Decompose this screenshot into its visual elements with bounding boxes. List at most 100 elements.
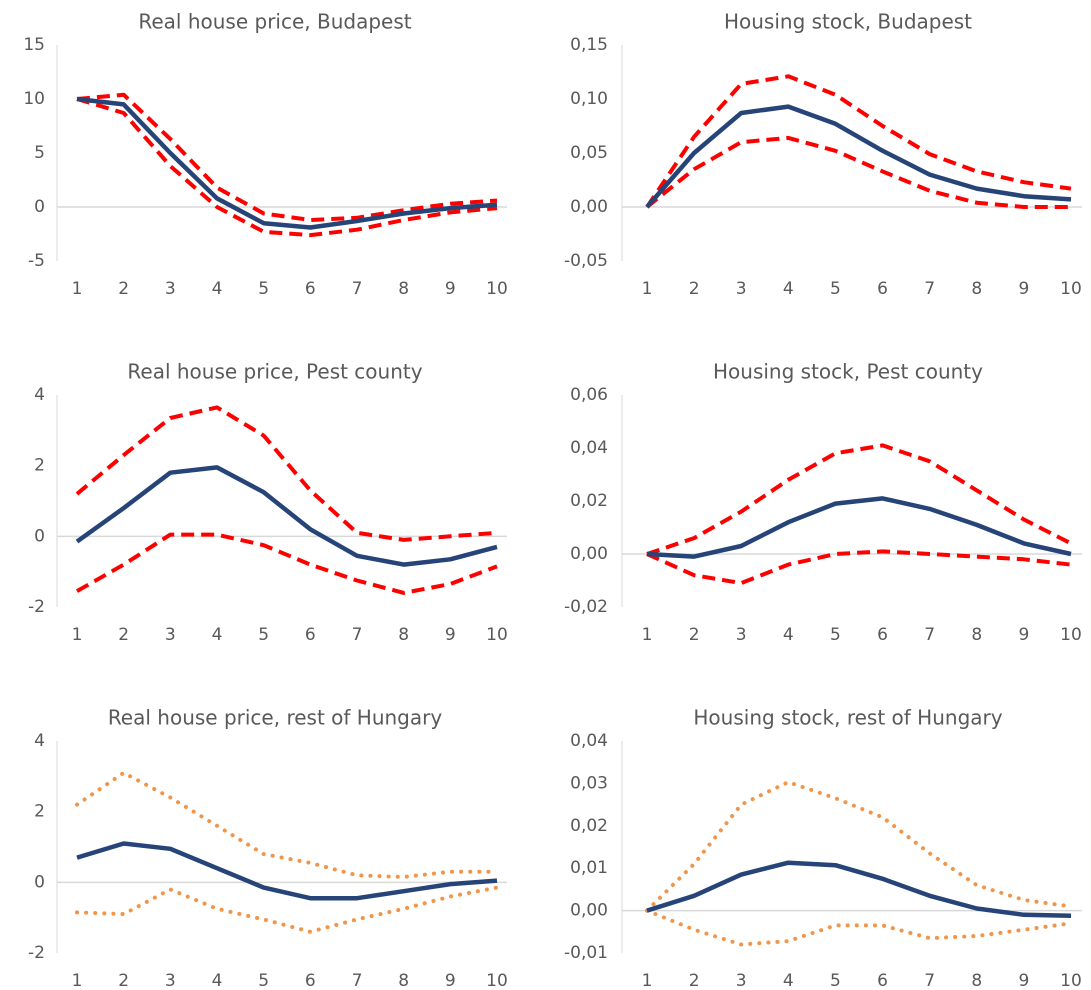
y-tick-label: 0,02 xyxy=(570,816,608,836)
x-tick-label: 2 xyxy=(118,971,129,990)
x-tick-label: 10 xyxy=(486,279,508,299)
x-tick-label: 4 xyxy=(212,279,223,299)
y-tick-label: 10 xyxy=(23,89,45,109)
x-tick-label: 8 xyxy=(398,625,409,645)
y-tick-label: 2 xyxy=(34,802,45,822)
series-line xyxy=(76,92,498,222)
x-tick-label: 5 xyxy=(258,625,269,645)
x-tick-label: 3 xyxy=(736,971,747,990)
x-tick-label: 10 xyxy=(1060,279,1082,299)
y-tick-label: 0 xyxy=(34,872,45,892)
x-tick-label: 3 xyxy=(736,279,747,299)
x-tick-label: 8 xyxy=(971,971,982,990)
series-line xyxy=(76,97,498,238)
series-line xyxy=(645,908,1073,947)
x-tick-label: 7 xyxy=(352,625,363,645)
x-tick-label: 7 xyxy=(924,279,935,299)
x-tick-label: 1 xyxy=(72,279,83,299)
series-line xyxy=(646,549,1072,586)
x-tick-label: 5 xyxy=(830,625,841,645)
y-tick-label: 0,15 xyxy=(570,35,608,55)
y-tick-label: 5 xyxy=(34,143,45,163)
x-tick-label: 6 xyxy=(877,625,888,645)
x-tick-label: 7 xyxy=(352,971,363,990)
y-tick-label: 0,04 xyxy=(570,438,608,458)
x-tick-label: 5 xyxy=(258,971,269,990)
x-tick-label: 5 xyxy=(830,279,841,299)
chart-title: Housing stock, Budapest xyxy=(724,10,972,34)
y-tick-label: -2 xyxy=(28,943,45,963)
y-tick-label: 4 xyxy=(34,731,45,751)
x-tick-label: 7 xyxy=(924,971,935,990)
chart-title: Housing stock, Pest county xyxy=(713,360,983,384)
y-tick-label: 15 xyxy=(23,35,45,55)
x-tick-label: 3 xyxy=(736,625,747,645)
x-tick-label: 7 xyxy=(352,279,363,299)
x-tick-label: 6 xyxy=(305,625,316,645)
x-tick-label: 4 xyxy=(783,279,794,299)
y-tick-label: 0,10 xyxy=(570,89,608,109)
series-line xyxy=(75,885,499,934)
x-tick-label: 4 xyxy=(212,625,223,645)
x-tick-label: 10 xyxy=(1060,971,1082,990)
y-tick-label: 0,05 xyxy=(570,143,608,163)
x-tick-label: 2 xyxy=(689,625,700,645)
series-line xyxy=(646,496,1072,559)
x-tick-label: 3 xyxy=(165,279,176,299)
x-tick-label: 10 xyxy=(486,625,508,645)
x-tick-label: 2 xyxy=(118,625,129,645)
series-line xyxy=(75,465,498,567)
x-tick-label: 3 xyxy=(165,971,176,990)
x-tick-label: 6 xyxy=(877,971,888,990)
x-tick-label: 8 xyxy=(398,971,409,990)
series-line xyxy=(645,780,1073,913)
y-tick-label: 0,01 xyxy=(570,858,608,878)
series-line xyxy=(645,74,1072,209)
y-tick-label: -5 xyxy=(28,251,45,271)
y-tick-label: -0,01 xyxy=(564,943,608,963)
chart-title: Real house price, rest of Hungary xyxy=(108,706,443,730)
series-line xyxy=(75,770,499,879)
series-line xyxy=(645,104,1072,209)
y-tick-label: 2 xyxy=(34,456,45,476)
x-tick-label: 5 xyxy=(258,279,269,299)
series-line xyxy=(76,532,498,595)
series-line xyxy=(645,135,1071,209)
y-tick-label: 0,06 xyxy=(570,385,608,405)
x-tick-label: 3 xyxy=(165,625,176,645)
x-tick-label: 2 xyxy=(689,279,700,299)
x-tick-label: 9 xyxy=(1018,625,1029,645)
x-tick-label: 5 xyxy=(830,971,841,990)
chart-title: Real house price, Budapest xyxy=(138,10,411,34)
y-tick-label: -2 xyxy=(28,597,45,617)
x-tick-label: 7 xyxy=(924,625,935,645)
y-tick-label: 0,02 xyxy=(570,491,608,511)
x-tick-label: 6 xyxy=(877,279,888,299)
y-tick-label: 0,00 xyxy=(570,197,608,217)
series-line xyxy=(75,405,498,542)
x-tick-label: 1 xyxy=(642,625,653,645)
x-tick-label: 8 xyxy=(398,279,409,299)
y-tick-label: 0,03 xyxy=(570,773,608,793)
x-tick-label: 1 xyxy=(642,279,653,299)
y-tick-label: 4 xyxy=(34,385,45,405)
x-tick-label: 9 xyxy=(445,625,456,645)
chart-title: Real house price, Pest county xyxy=(127,360,422,384)
x-tick-label: 2 xyxy=(118,279,129,299)
x-tick-label: 6 xyxy=(305,971,316,990)
x-tick-label: 8 xyxy=(971,625,982,645)
y-tick-label: 0,04 xyxy=(570,731,608,751)
y-tick-label: 0,00 xyxy=(570,544,608,564)
x-tick-label: 1 xyxy=(72,625,83,645)
x-tick-label: 9 xyxy=(1018,279,1029,299)
y-tick-label: -0,02 xyxy=(564,597,608,617)
series-line xyxy=(646,860,1072,918)
x-tick-label: 9 xyxy=(1018,971,1029,990)
x-tick-label: 9 xyxy=(445,279,456,299)
x-tick-label: 1 xyxy=(642,971,653,990)
x-tick-label: 9 xyxy=(445,971,456,990)
x-tick-label: 1 xyxy=(72,971,83,990)
series-line xyxy=(76,841,498,901)
x-tick-label: 4 xyxy=(783,625,794,645)
